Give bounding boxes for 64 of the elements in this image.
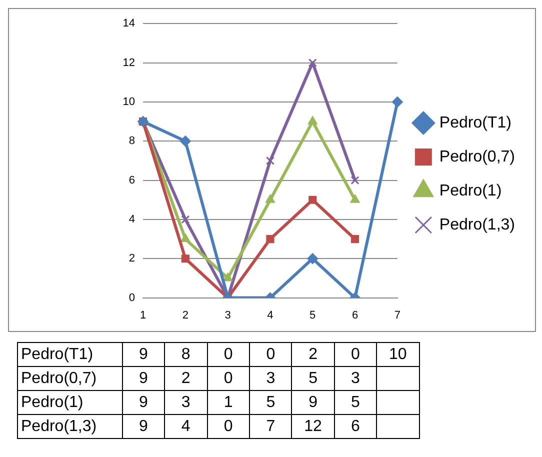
y-tick-label: 4 [128, 213, 135, 226]
point [308, 196, 317, 204]
legend-label: Pedro(1,3) [439, 216, 515, 234]
y-tick-label: 14 [122, 18, 135, 30]
y-tick-label: 10 [122, 96, 135, 108]
data-label: 6 [334, 414, 377, 438]
data-label: 9 [122, 366, 165, 390]
data-label: 5 [292, 366, 334, 390]
data-label: 9 [122, 390, 165, 414]
x-tick-label: 4 [267, 309, 274, 322]
point [308, 116, 318, 125]
point [180, 234, 190, 242]
point [180, 136, 191, 147]
data-label: 3 [249, 366, 292, 390]
data-label: 8 [164, 342, 208, 366]
point [392, 96, 403, 108]
data-label: 0 [207, 342, 250, 366]
y-tick-label: 6 [128, 174, 135, 186]
data-label: 2 [292, 342, 334, 366]
x-tick-label: 7 [394, 309, 400, 322]
point [181, 215, 190, 224]
point [308, 58, 317, 68]
point [266, 235, 274, 244]
x-tick-label: 1 [140, 309, 146, 322]
data-label: 7 [249, 414, 292, 438]
data-label: 10 [376, 342, 420, 366]
data-label: 0 [249, 342, 292, 366]
data-label: 9 [122, 342, 165, 366]
data-label: 3 [164, 390, 208, 414]
point [350, 235, 360, 244]
data-label: 9 [122, 414, 165, 438]
x-tick-label: 5 [310, 309, 316, 322]
x-tick-label: 6 [352, 309, 358, 322]
data-label: 0 [207, 414, 250, 438]
text: Pedro(1) [21, 394, 84, 410]
data-label: 1 [207, 390, 250, 414]
y-tick-label: 8 [128, 135, 135, 148]
data-label: 0 [334, 342, 377, 366]
data-label: 5 [334, 390, 377, 414]
legend-label: Pedro(T1) [439, 114, 512, 132]
data-label: 9 [292, 390, 334, 414]
data-label: 5 [249, 390, 292, 414]
data-label: 2 [164, 366, 208, 390]
y-tick-label: 12 [122, 56, 135, 69]
text: Pedro(0,7) [21, 370, 97, 386]
legend-label: Pedro(1) [439, 182, 502, 200]
legend-label: Pedro(0,7) [439, 148, 515, 166]
data-label: 3 [334, 366, 377, 390]
point [350, 194, 360, 203]
x-tick-label: 2 [182, 309, 188, 322]
data-label: 0 [207, 366, 250, 390]
point [307, 253, 318, 264]
point [222, 272, 233, 282]
text: Pedro(1,3) [21, 418, 97, 434]
y-tick-label: 0 [128, 292, 135, 304]
y-tick-label: 2 [128, 252, 135, 265]
point [266, 156, 274, 165]
x-tick-label: 3 [224, 309, 231, 322]
point [350, 176, 360, 185]
text: Pedro(T1) [21, 346, 94, 362]
data-label: 4 [164, 414, 208, 438]
point [265, 194, 276, 203]
data-label: 12 [292, 414, 334, 438]
point [181, 254, 190, 263]
